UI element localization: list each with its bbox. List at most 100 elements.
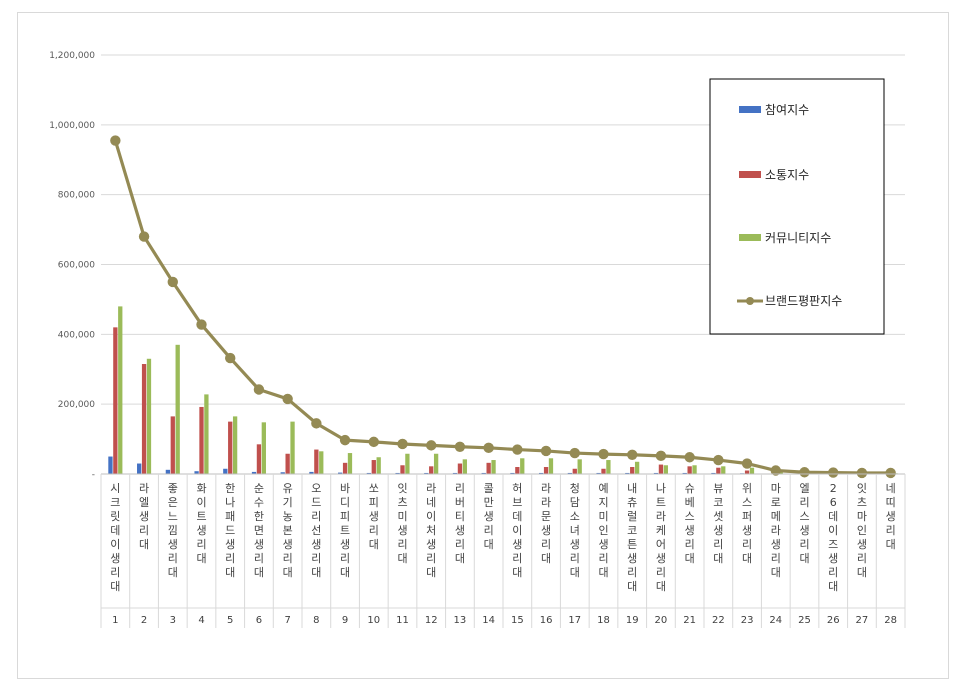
category-rank: 26: [827, 615, 840, 626]
bar: [347, 453, 353, 474]
bar: [462, 459, 467, 474]
bar: [342, 462, 348, 474]
bar: [515, 467, 520, 474]
category-label-char: 대: [369, 538, 379, 551]
category-label-char: 생: [627, 552, 637, 565]
category-label-char: 생: [426, 538, 436, 551]
line-point: [741, 458, 753, 469]
category-label-char: 대: [225, 566, 235, 579]
bar: [510, 472, 515, 474]
category-rank: 23: [741, 615, 754, 626]
bar: [452, 472, 458, 474]
category-label-char: 미: [397, 510, 407, 523]
legend-label: 커뮤니티지수: [765, 231, 831, 245]
bar: [400, 465, 405, 474]
category-label-char: 리: [225, 552, 235, 565]
category-label-char: 청: [570, 482, 580, 495]
bar: [721, 466, 726, 474]
line-point: [282, 393, 293, 405]
line-point: [828, 467, 839, 478]
category-rank: 24: [769, 615, 782, 626]
category-label-char: 생: [656, 552, 666, 565]
category-label-char: 피: [369, 496, 379, 509]
category-label-char: 엘: [799, 482, 809, 495]
category-label-char: 셋: [713, 510, 723, 523]
category-label-char: 리: [685, 538, 695, 551]
category-label-char: 리: [799, 496, 809, 509]
category-label-char: 케: [656, 524, 666, 537]
category-label-char: 리: [484, 524, 494, 537]
category-label-char: 대: [455, 552, 465, 565]
category-label-char: 대: [685, 552, 695, 565]
category-label-char: 튼: [627, 538, 637, 551]
category-label-char: 리: [369, 524, 379, 537]
bar: [572, 468, 577, 474]
bar: [653, 472, 659, 474]
line-point: [856, 467, 868, 479]
line-point: [684, 452, 695, 463]
category-label-char: 쏘: [369, 482, 379, 495]
category-label-char: 리: [455, 482, 465, 495]
category-rank: 2: [141, 615, 147, 626]
bar: [395, 472, 400, 474]
gridlines: [101, 54, 905, 405]
line-point: [426, 440, 437, 451]
category-label-char: 데: [512, 510, 522, 523]
category-label-char: 생: [139, 510, 149, 523]
category-label-char: 생: [570, 538, 580, 551]
category-label-char: 내: [627, 482, 637, 495]
category-label-char: 시: [110, 482, 120, 495]
category-label-char: 스: [742, 496, 752, 509]
category-label-char: 대: [713, 552, 723, 565]
y-tick-label: 800,000: [58, 191, 95, 201]
category-label-char: 생: [311, 538, 321, 551]
category-label-char: 생: [455, 524, 465, 537]
category-label-char: 위: [742, 482, 752, 495]
category-label-char: 럴: [627, 510, 637, 523]
bar: [663, 465, 668, 474]
category-label-char: 나: [656, 482, 666, 495]
bar: [596, 472, 601, 474]
category-label-char: 수: [254, 496, 264, 509]
bar: [658, 464, 664, 474]
category-label-char: 예: [598, 482, 608, 495]
category-label-char: 브: [512, 496, 522, 509]
category-label-char: 대: [397, 552, 407, 565]
category-label-char: 리: [742, 538, 752, 551]
bar: [366, 472, 372, 474]
line-point: [799, 467, 810, 478]
bar: [223, 468, 228, 474]
category-rank: 8: [313, 615, 319, 626]
line-point: [339, 434, 351, 446]
category-label-char: 베: [685, 496, 695, 509]
category-rank: 14: [482, 615, 495, 626]
category-label-char: 데: [828, 510, 838, 523]
bar: [433, 453, 439, 474]
category-rank: 18: [597, 615, 610, 626]
category-label-char: 대: [110, 580, 120, 593]
category-label-char: 리: [541, 538, 551, 551]
category-label-char: 릿: [110, 510, 120, 523]
category-label-char: 메: [771, 510, 781, 523]
category-label-char: 생: [283, 538, 293, 551]
bar: [625, 472, 630, 474]
category-label-char: 드: [225, 524, 235, 537]
category-label-char: 유: [283, 482, 293, 495]
category-label-char: 즈: [828, 538, 838, 551]
category-label-char: 대: [311, 566, 321, 579]
category-label-char: 한: [254, 510, 264, 523]
category-label-char: 생: [541, 524, 551, 537]
category-label-char: 생: [110, 552, 120, 565]
line-point: [196, 319, 207, 330]
category-label-char: 선: [311, 524, 321, 537]
category-label-char: 대: [570, 566, 580, 579]
category-label-char: 이: [512, 524, 522, 537]
category-label-char: 생: [168, 538, 178, 551]
bar: [778, 471, 783, 474]
bar: [520, 458, 525, 474]
line-point: [770, 465, 781, 476]
category-label-char: 라: [656, 510, 666, 523]
y-tick-label: 600,000: [58, 261, 95, 271]
category-label-char: 생: [484, 510, 494, 523]
